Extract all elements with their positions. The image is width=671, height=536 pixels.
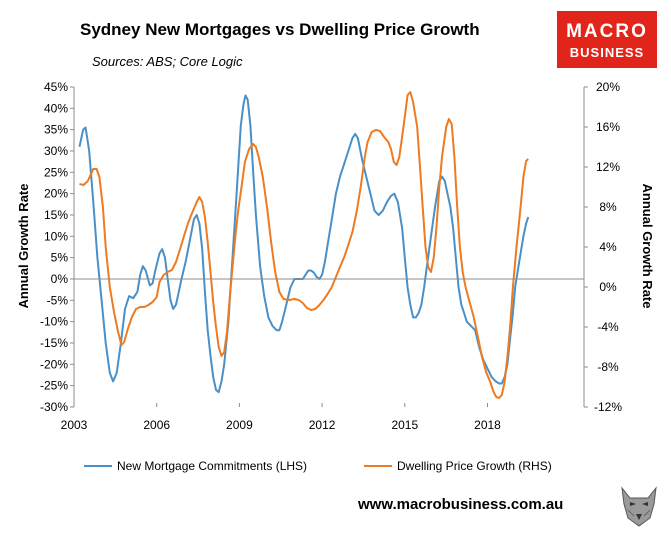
left-tick-label: 35% bbox=[44, 123, 68, 137]
left-tick-label: 15% bbox=[44, 208, 68, 222]
x-tick-label: 2015 bbox=[391, 418, 418, 432]
right-axis: -12% -8% -4% 0% 4% 8% 12% 16% 20% bbox=[584, 80, 622, 414]
left-tick-label: 20% bbox=[44, 187, 68, 201]
legend-label-mortgage: New Mortgage Commitments (LHS) bbox=[117, 459, 307, 473]
left-tick-label: 25% bbox=[44, 165, 68, 179]
series-line-dwelling-price-growth bbox=[79, 91, 529, 399]
left-tick-label: -30% bbox=[40, 400, 68, 414]
axis-lines bbox=[73, 87, 585, 407]
x-tick-label: 2018 bbox=[474, 418, 501, 432]
left-tick-label: -25% bbox=[40, 379, 68, 393]
right-tick-label: 8% bbox=[599, 200, 617, 214]
left-tick-label: 10% bbox=[44, 229, 68, 243]
right-tick-label: -4% bbox=[597, 320, 619, 334]
legend: New Mortgage Commitments (LHS) Dwelling … bbox=[84, 459, 552, 473]
x-axis: 2003 2006 2009 2012 2015 2018 bbox=[61, 403, 501, 432]
left-tick-label: 30% bbox=[44, 144, 68, 158]
right-tick-label: 12% bbox=[596, 160, 620, 174]
left-tick-label: 40% bbox=[44, 101, 68, 115]
wolf-mascot-icon bbox=[621, 486, 657, 527]
x-tick-label: 2003 bbox=[61, 418, 88, 432]
logo-line-2: BUSINESS bbox=[569, 45, 645, 60]
right-tick-label: 20% bbox=[596, 80, 620, 94]
logo-line-1: MACRO bbox=[566, 21, 648, 42]
footer-url: www.macrobusiness.com.au bbox=[358, 496, 564, 513]
chart-subtitle: Sources: ABS; Core Logic bbox=[92, 54, 243, 69]
left-tick-label: -10% bbox=[40, 315, 68, 329]
macrobusiness-logo: MACRO BUSINESS bbox=[557, 11, 657, 68]
chart-title: Sydney New Mortgages vs Dwelling Price G… bbox=[80, 20, 480, 39]
x-tick-label: 2012 bbox=[309, 418, 336, 432]
right-tick-label: 4% bbox=[599, 240, 617, 254]
left-tick-label: 0% bbox=[51, 272, 69, 286]
left-axis: -30% -25% -20% -15% -10% -5% 0% 5% 10% 15% 20% 25% 3… bbox=[40, 80, 74, 414]
x-tick-label: 2009 bbox=[226, 418, 253, 432]
right-tick-label: -8% bbox=[597, 360, 619, 374]
right-tick-label: 0% bbox=[599, 280, 617, 294]
left-tick-label: -15% bbox=[40, 336, 68, 350]
left-tick-label: -20% bbox=[40, 357, 68, 371]
left-tick-label: 45% bbox=[44, 80, 68, 94]
x-tick-label: 2006 bbox=[143, 418, 170, 432]
legend-label-price: Dwelling Price Growth (RHS) bbox=[397, 459, 552, 473]
y-axis-title-left: Annual Growth Rate bbox=[16, 184, 31, 309]
right-tick-label: 16% bbox=[596, 120, 620, 134]
series-line-mortgage-commitments bbox=[78, 94, 530, 394]
left-tick-label: 5% bbox=[51, 251, 69, 265]
left-tick-label: -5% bbox=[47, 293, 69, 307]
right-tick-label: -12% bbox=[594, 400, 622, 414]
series-layer bbox=[78, 91, 530, 399]
y-axis-title-right: Annual Growth Rate bbox=[640, 184, 655, 309]
